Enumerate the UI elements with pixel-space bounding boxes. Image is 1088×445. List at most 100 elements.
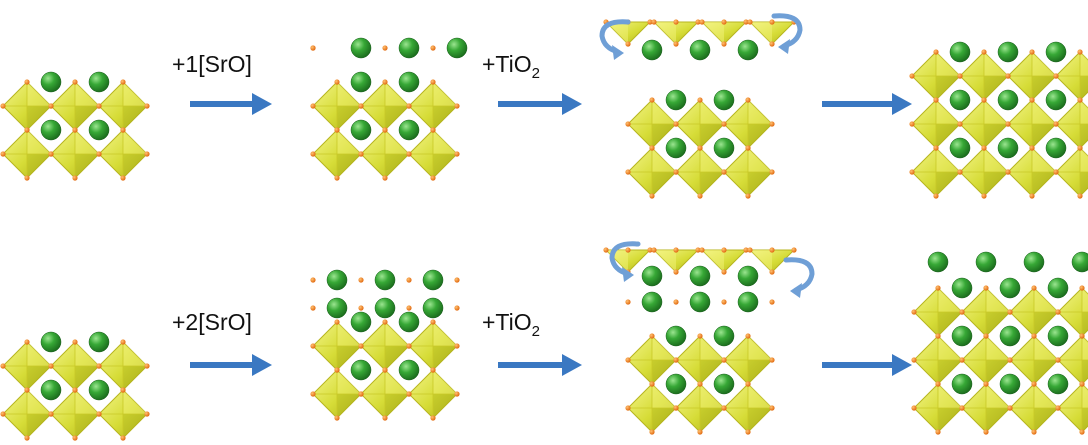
tio6-octahedron	[312, 321, 362, 371]
tio6-octahedron	[360, 129, 410, 179]
oxygen-atom	[1055, 405, 1061, 411]
oxygen-atom	[310, 103, 316, 109]
sr-atom	[951, 277, 973, 299]
sr-atom	[326, 269, 348, 291]
oxygen-atom	[911, 405, 917, 411]
oxygen-atom	[745, 145, 751, 151]
sr-atom	[997, 137, 1019, 159]
tio6-octahedron	[911, 147, 961, 197]
sr-atom	[88, 119, 110, 141]
oxygen-atom	[310, 277, 316, 283]
sr-atom	[713, 373, 735, 395]
oxygen-atom	[382, 79, 388, 85]
tio6-octahedron	[961, 335, 1011, 385]
sr-atom	[641, 265, 663, 287]
oxygen-atom	[935, 381, 941, 387]
swap-arrow-body	[783, 257, 815, 293]
sr-atom	[641, 39, 663, 61]
tio6-octahedron	[959, 51, 1009, 101]
sr-atom	[398, 71, 420, 93]
oxygen-atom	[1079, 381, 1085, 387]
oxygen-atom	[721, 357, 727, 363]
oxygen-atom	[310, 305, 316, 311]
oxygen-atom	[625, 41, 631, 47]
oxygen-atom	[1079, 429, 1085, 435]
reaction-arrow-r2-1	[190, 354, 272, 376]
oxygen-atom	[769, 19, 775, 25]
oxygen-atom	[909, 121, 915, 127]
tio6-octahedron	[98, 389, 148, 439]
oxygen-atom	[911, 357, 917, 363]
tio6-octahedron	[911, 51, 961, 101]
tio6-octahedron	[723, 383, 773, 433]
oxygen-atom	[1031, 285, 1037, 291]
sr-atom	[398, 359, 420, 381]
reaction-arrow-head	[562, 354, 582, 376]
oxygen-atom	[0, 103, 6, 109]
oxygen-atom	[48, 363, 54, 369]
oxygen-atom	[1079, 333, 1085, 339]
oxygen-atom	[649, 381, 655, 387]
tio2-surface-unit	[748, 249, 796, 273]
swap-arrow-head	[778, 39, 790, 54]
sr-atom	[326, 297, 348, 319]
tio6-octahedron	[312, 369, 362, 419]
oxygen-atom	[1029, 193, 1035, 199]
oxygen-atom	[625, 121, 631, 127]
oxygen-atom	[959, 405, 965, 411]
oxygen-atom	[120, 435, 126, 441]
oxygen-atom	[358, 391, 364, 397]
tio6-octahedron	[1009, 335, 1059, 385]
sr-atom	[1023, 251, 1045, 273]
sr-atom	[422, 297, 444, 319]
oxygen-atom	[721, 169, 727, 175]
sr-atom	[641, 291, 663, 313]
oxygen-atom	[1031, 429, 1037, 435]
reaction-arrow-r2-2	[498, 354, 582, 376]
tio6-octahedron	[1007, 51, 1057, 101]
oxygen-atom	[406, 343, 412, 349]
oxygen-atom	[673, 169, 679, 175]
oxygen-atom	[769, 41, 775, 47]
oxygen-atom	[983, 285, 989, 291]
tio6-octahedron	[961, 383, 1011, 433]
oxygen-atom	[382, 45, 388, 51]
step-label-r2-sro: +2[SrO]	[172, 309, 252, 335]
oxygen-atom	[454, 391, 460, 397]
oxygen-atom	[1029, 145, 1035, 151]
oxygen-atom	[358, 277, 364, 283]
sr-atom	[1071, 251, 1088, 273]
oxygen-atom	[430, 175, 436, 181]
oxygen-atom	[649, 333, 655, 339]
tio6-octahedron	[2, 341, 52, 391]
sr-atom	[422, 269, 444, 291]
sr-atom	[713, 325, 735, 347]
sr-atom	[999, 325, 1021, 347]
oxygen-atom	[673, 405, 679, 411]
oxygen-atom	[96, 103, 102, 109]
sr-atom	[88, 331, 110, 353]
sr-atom	[665, 137, 687, 159]
oxygen-atom	[382, 415, 388, 421]
oxygen-atom	[721, 247, 727, 253]
oxygen-atom	[673, 247, 679, 253]
oxygen-atom	[697, 193, 703, 199]
oxygen-atom	[651, 19, 657, 25]
tio6-octahedron	[723, 335, 773, 385]
sr-atom	[88, 71, 110, 93]
reaction-arrow-head	[892, 354, 912, 376]
sr-atom	[689, 291, 711, 313]
oxygen-atom	[382, 319, 388, 325]
oxygen-atom	[144, 103, 150, 109]
oxygen-atom	[454, 277, 460, 283]
tio6-octahedron	[1007, 147, 1057, 197]
sr-atom	[1047, 277, 1069, 299]
tio6-octahedron	[675, 383, 725, 433]
oxygen-atom	[981, 97, 987, 103]
sr-atom	[1047, 325, 1069, 347]
swap-arrow-body	[771, 13, 803, 49]
tio6-octahedron	[408, 369, 458, 419]
oxygen-atom	[935, 333, 941, 339]
oxygen-atom	[358, 343, 364, 349]
layer-swap-arrow-r1-left	[599, 19, 631, 60]
